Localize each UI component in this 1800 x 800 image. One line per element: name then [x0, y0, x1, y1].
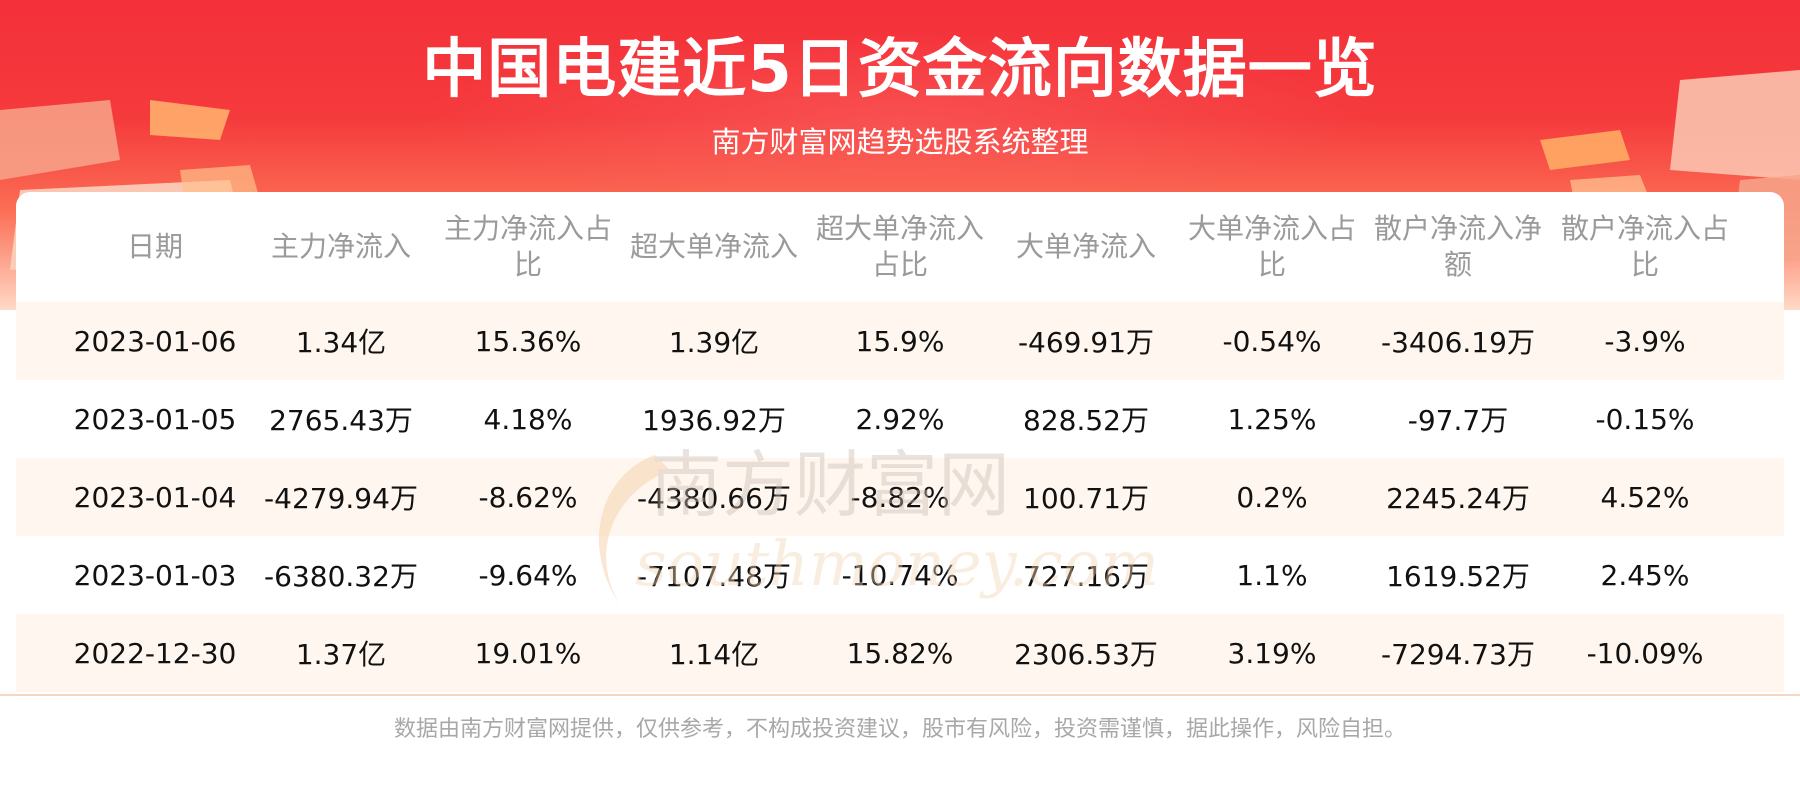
- value-cell: -0.54%: [1222, 324, 1322, 358]
- value-cell: 1.14亿: [668, 638, 760, 671]
- column-header: 大单净流入占比: [1187, 212, 1356, 281]
- value-cell: 1936.92万: [642, 404, 786, 437]
- date-cell: 2023-01-04: [73, 480, 237, 514]
- value-cell: -3406.19万: [1381, 326, 1535, 359]
- column-header: 散户净流入净额: [1373, 212, 1542, 281]
- date-cell: 2022-12-30: [73, 636, 237, 670]
- value-cell: 727.16万: [1023, 560, 1149, 593]
- date-cell: 2023-01-05: [73, 402, 237, 436]
- page-title: 中国电建近5日资金流向数据一览: [422, 33, 1378, 107]
- value-cell: 15.36%: [474, 324, 582, 358]
- value-cell: -0.15%: [1595, 402, 1695, 436]
- footer-disclaimer: 数据由南方财富网提供，仅供参考，不构成投资建议，股市有风险，投资需谨慎，据此操作…: [393, 717, 1406, 742]
- value-cell: 828.52万: [1023, 404, 1149, 437]
- value-cell: 2.45%: [1600, 558, 1690, 592]
- column-header: 超大单净流入占比: [815, 212, 984, 281]
- value-cell: 2.92%: [855, 402, 945, 436]
- table-row: 2023-01-05 2765.43万 4.18% 1936.92万 2.92% 828.…: [16, 380, 1784, 458]
- value-cell: 1.25%: [1227, 402, 1317, 436]
- value-cell: 3.19%: [1227, 636, 1317, 670]
- date-cell: 2023-01-06: [73, 324, 237, 358]
- value-cell: -6380.32万: [264, 560, 418, 593]
- column-header: 大单净流入: [1015, 230, 1156, 263]
- column-header: 主力净流入: [270, 230, 411, 263]
- value-cell: 4.18%: [483, 402, 573, 436]
- value-cell: 2306.53万: [1014, 638, 1158, 671]
- column-header: 日期: [126, 230, 183, 263]
- value-cell: 2245.24万: [1386, 482, 1530, 515]
- table-header-row: 日期 主力净流入 主力净流入占比 超大单净流入 超大单净流入占比 大单净流入 大单净流入占比…: [16, 192, 1784, 302]
- value-cell: 100.71万: [1023, 482, 1149, 515]
- table-row: 2023-01-06 1.34亿 15.36% 1.39亿 15.9% -469.91万 -…: [16, 302, 1784, 380]
- value-cell: -10.09%: [1586, 636, 1704, 670]
- banner-glow: [420, 30, 1380, 210]
- table-card: 日期 主力净流入 主力净流入占比 超大单净流入 超大单净流入占比 大单净流入 大单净流入占比…: [16, 192, 1784, 712]
- column-header: 散户净流入占比: [1560, 212, 1729, 281]
- footer-divider: [0, 694, 1800, 696]
- value-cell: 1.34亿: [295, 326, 387, 359]
- value-cell: -7294.73万: [1381, 638, 1535, 671]
- fund-flow-table: 日期 主力净流入 主力净流入占比 超大单净流入 超大单净流入占比 大单净流入 大单净流入占比…: [16, 192, 1784, 692]
- table-row: 2023-01-03 -6380.32万 -9.64% -7107.48万 -10.74…: [16, 536, 1784, 614]
- column-header: 主力净流入占比: [443, 212, 612, 281]
- table-body: 2023-01-06 1.34亿 15.36% 1.39亿 15.9% -469.91万 -…: [16, 302, 1784, 692]
- column-header: 超大单净流入: [629, 230, 798, 263]
- date-cell: 2023-01-03: [73, 558, 237, 592]
- page-subtitle: 南方财富网趋势选股系统整理: [711, 125, 1089, 159]
- value-cell: -4380.66万: [637, 482, 791, 515]
- value-cell: 1.39亿: [668, 326, 760, 359]
- value-cell: 19.01%: [474, 636, 582, 670]
- value-cell: 1619.52万: [1386, 560, 1530, 593]
- value-cell: -469.91万: [1017, 326, 1155, 359]
- value-cell: 0.2%: [1236, 480, 1308, 514]
- value-cell: 2765.43万: [269, 404, 413, 437]
- value-cell: -9.64%: [478, 558, 578, 592]
- value-cell: -97.7万: [1407, 404, 1509, 437]
- table-row: 2023-01-04 -4279.94万 -8.62% -4380.66万 -8.82%…: [16, 458, 1784, 536]
- value-cell: 15.82%: [846, 636, 954, 670]
- table-row: 2022-12-30 1.37亿 19.01% 1.14亿 15.82% 2306.53万…: [16, 614, 1784, 692]
- value-cell: -4279.94万: [264, 482, 418, 515]
- value-cell: -7107.48万: [637, 560, 791, 593]
- value-cell: 15.9%: [855, 324, 945, 358]
- value-cell: 4.52%: [1600, 480, 1690, 514]
- value-cell: 1.37亿: [295, 638, 387, 671]
- value-cell: -10.74%: [841, 558, 959, 592]
- value-cell: -8.82%: [850, 480, 950, 514]
- value-cell: -3.9%: [1604, 324, 1686, 358]
- value-cell: -8.62%: [478, 480, 578, 514]
- value-cell: 1.1%: [1236, 558, 1308, 592]
